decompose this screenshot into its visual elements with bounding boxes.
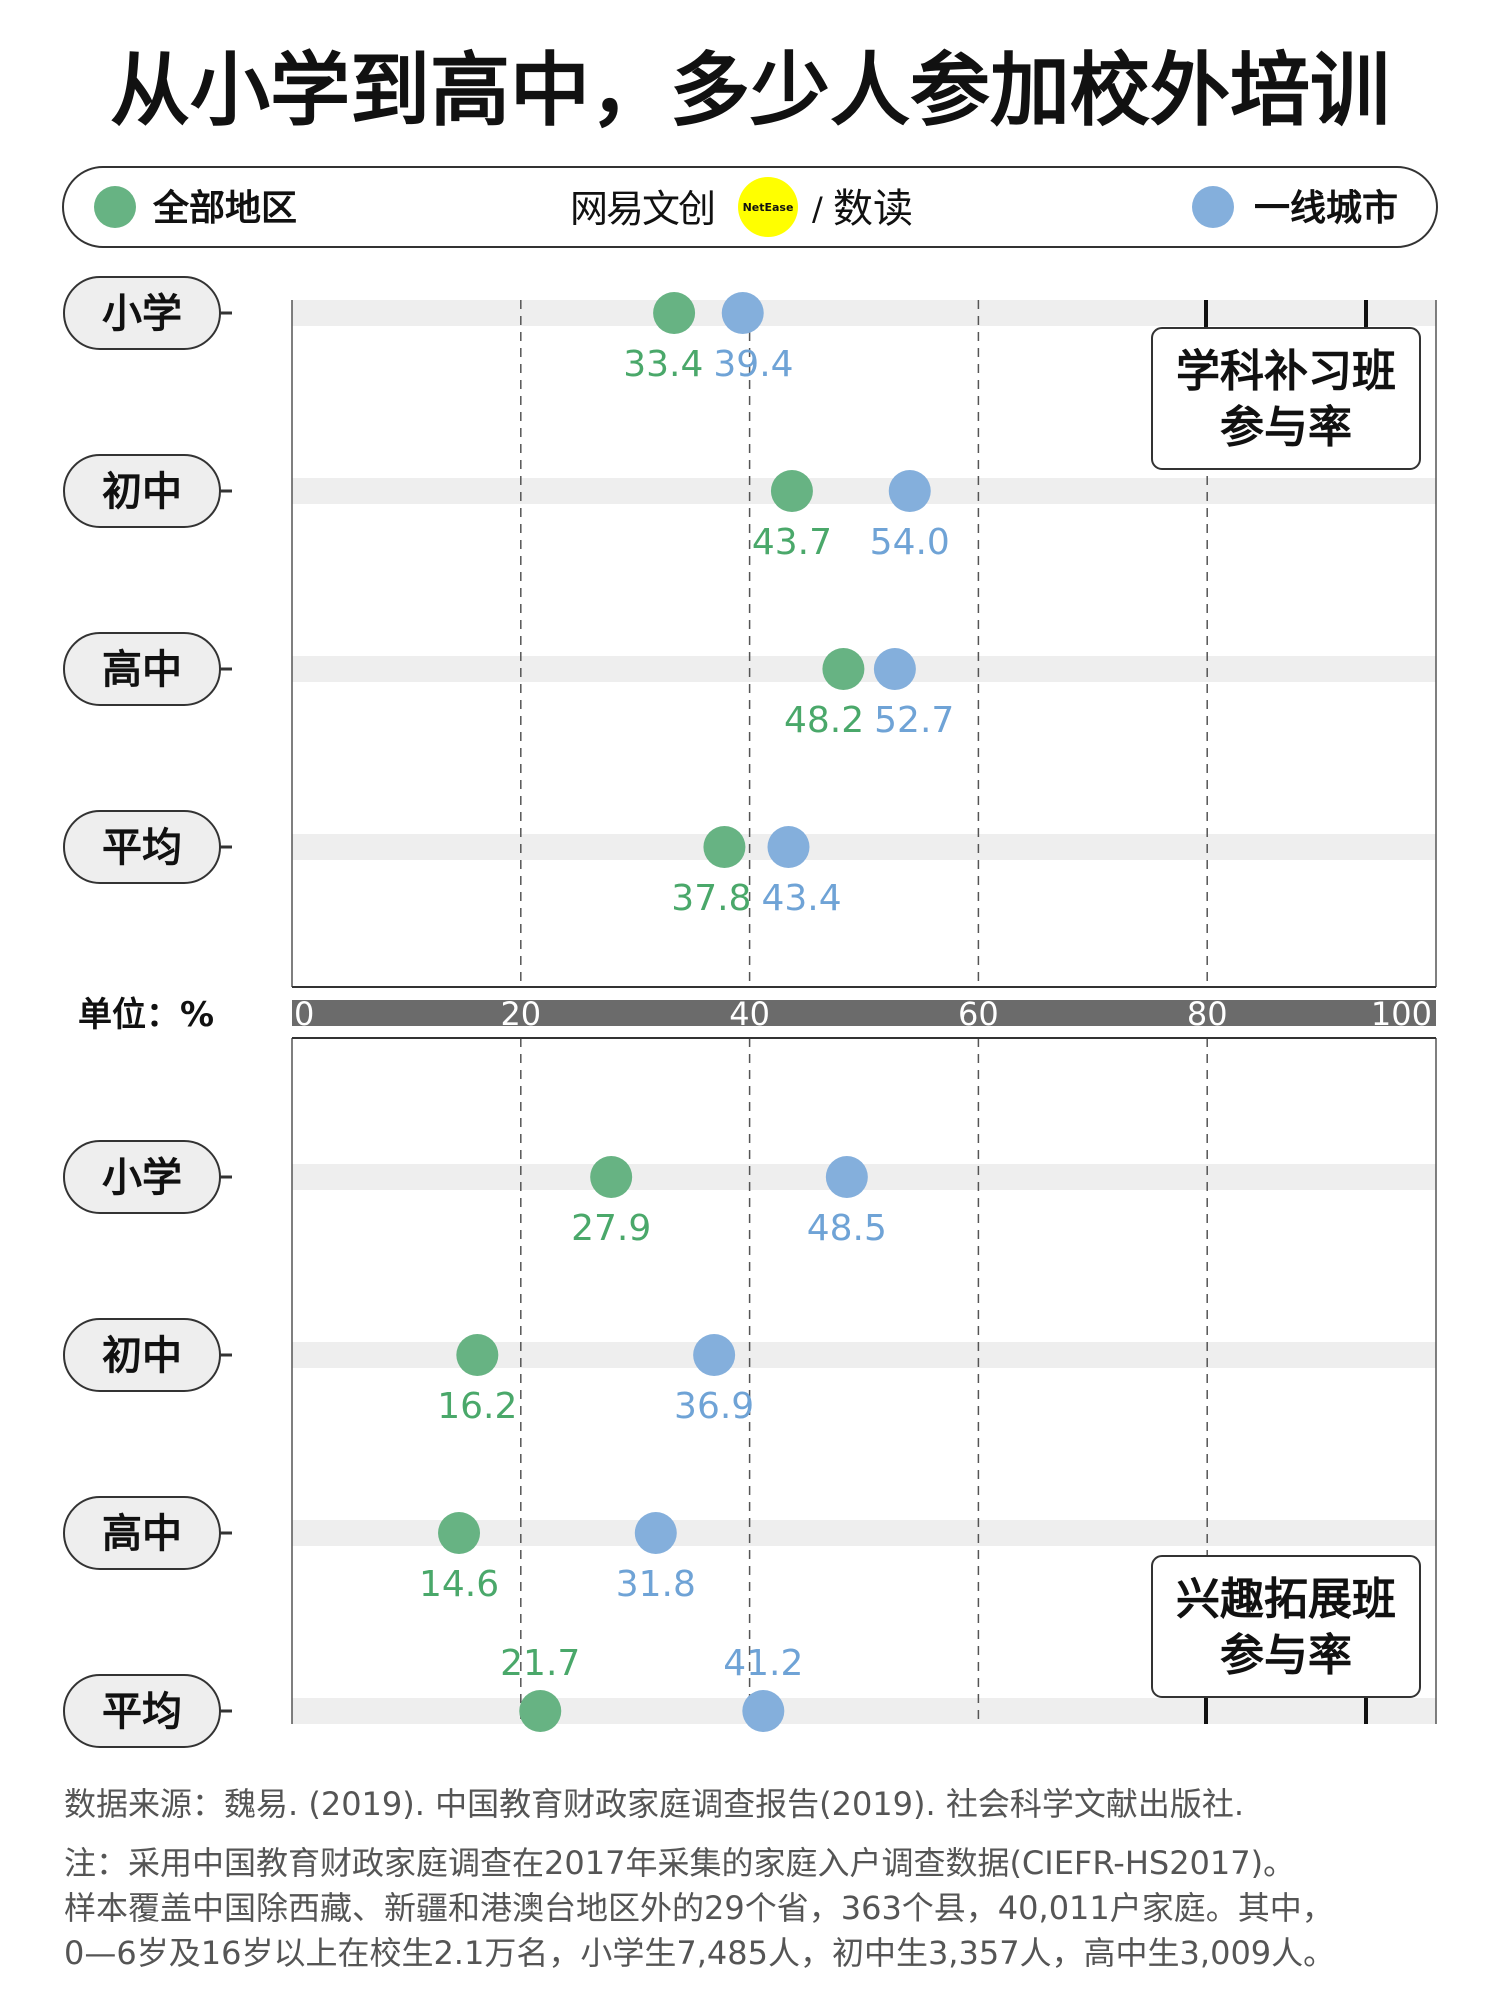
row-band: [292, 478, 1436, 504]
dot-tier1: [721, 292, 764, 334]
logo-circle: [738, 177, 798, 237]
x-tick-label: 100: [1371, 995, 1432, 1033]
note-line: 注：采用中国教育财政家庭调查在2017年采集的家庭入户调查数据(CIEFR-HS…: [64, 1844, 1295, 1882]
dot-tier1: [767, 826, 810, 868]
legend-marker-all-regions: [94, 186, 136, 228]
legend: 全部地区 网易文创 NetEase / 数读 一线城市: [62, 166, 1438, 248]
category-label: 平均: [102, 825, 182, 871]
panel-title-box: [1151, 327, 1421, 470]
logo-badge: NetEase: [743, 201, 794, 214]
dot-all-regions: [456, 1334, 499, 1376]
logo-text: 网易文创: [570, 187, 714, 231]
data-label: 48.5: [807, 1208, 887, 1249]
dot-tier1: [742, 1690, 785, 1732]
row-band: [292, 1520, 1436, 1546]
data-label: 48.2: [784, 700, 864, 741]
category-label: 初中: [102, 1333, 182, 1379]
row-band: [292, 300, 1436, 326]
x-tick-label: 80: [1187, 995, 1228, 1033]
data-label: 33.4: [623, 344, 703, 385]
panel-title: 参与率: [1220, 1630, 1352, 1681]
data-label: 27.9: [571, 1208, 651, 1249]
dot-all-regions: [703, 826, 746, 868]
logo-sep: /: [812, 190, 823, 228]
panel-title: 学科补习班: [1176, 346, 1396, 397]
category-label: 平均: [102, 1689, 182, 1735]
dot-all-regions: [438, 1512, 481, 1554]
dot-tier1: [693, 1334, 736, 1376]
logo-sub: 数读: [833, 186, 913, 232]
panel-title: 参与率: [1220, 402, 1352, 453]
category-label: 小学: [102, 291, 182, 337]
dot-all-regions: [822, 648, 865, 690]
dot-all-regions: [770, 470, 813, 512]
legend-label-tier1: 一线城市: [1254, 188, 1398, 229]
x-axis: 0 20 40 60 80 100 单位：%: [78, 986, 1436, 1039]
legend-marker-tier1: [1192, 186, 1234, 228]
data-label: 39.4: [713, 344, 793, 385]
row-band: [292, 1698, 1436, 1724]
data-label: 52.7: [874, 700, 954, 741]
category-label: 初中: [102, 469, 182, 515]
dot-all-regions: [519, 1690, 562, 1732]
data-label: 37.8: [671, 878, 751, 919]
category-label: 高中: [102, 647, 182, 693]
dot-tier1: [873, 648, 916, 690]
x-tick-label: 0: [294, 995, 314, 1033]
data-label: 54.0: [870, 522, 950, 563]
data-label: 16.2: [437, 1386, 517, 1427]
note-line: 0—6岁及16岁以上在校生2.1万名，小学生7,485人，初中生3,357人，高…: [64, 1934, 1335, 1972]
note-line: 样本覆盖中国除西藏、新疆和港澳台地区外的29个省，363个县，40,011户家庭…: [64, 1889, 1334, 1927]
data-label: 36.9: [674, 1386, 754, 1427]
data-label: 43.4: [761, 878, 841, 919]
data-label: 43.7: [752, 522, 832, 563]
dot-all-regions: [653, 292, 696, 334]
x-tick-label: 40: [729, 995, 770, 1033]
x-tick-label: 60: [958, 995, 999, 1033]
panel-title-box: [1151, 1555, 1421, 1698]
data-label: 21.7: [500, 1643, 580, 1684]
dot-tier1: [634, 1512, 677, 1554]
category-label: 小学: [102, 1155, 182, 1201]
row-band: [292, 834, 1436, 860]
x-tick-label: 20: [500, 995, 541, 1033]
data-label: 31.8: [616, 1564, 696, 1605]
dot-tier1: [825, 1156, 868, 1198]
page-title: 从小学到高中，多少人参加校外培训: [110, 44, 1390, 137]
legend-label-all-regions: 全部地区: [152, 187, 297, 229]
data-label: 14.6: [419, 1564, 499, 1605]
footer: 数据来源：魏易. (2019). 中国教育财政家庭调查报告(2019). 社会科…: [64, 1785, 1335, 1972]
unit-label: 单位：%: [78, 995, 214, 1035]
source-text: 数据来源：魏易. (2019). 中国教育财政家庭调查报告(2019). 社会科…: [64, 1785, 1244, 1823]
dot-tier1: [888, 470, 931, 512]
category-label: 高中: [102, 1511, 182, 1557]
panel-title: 兴趣拓展班: [1176, 1574, 1396, 1625]
logo: 网易文创 NetEase / 数读: [570, 177, 913, 237]
dot-all-regions: [590, 1156, 633, 1198]
data-label: 41.2: [723, 1643, 803, 1684]
